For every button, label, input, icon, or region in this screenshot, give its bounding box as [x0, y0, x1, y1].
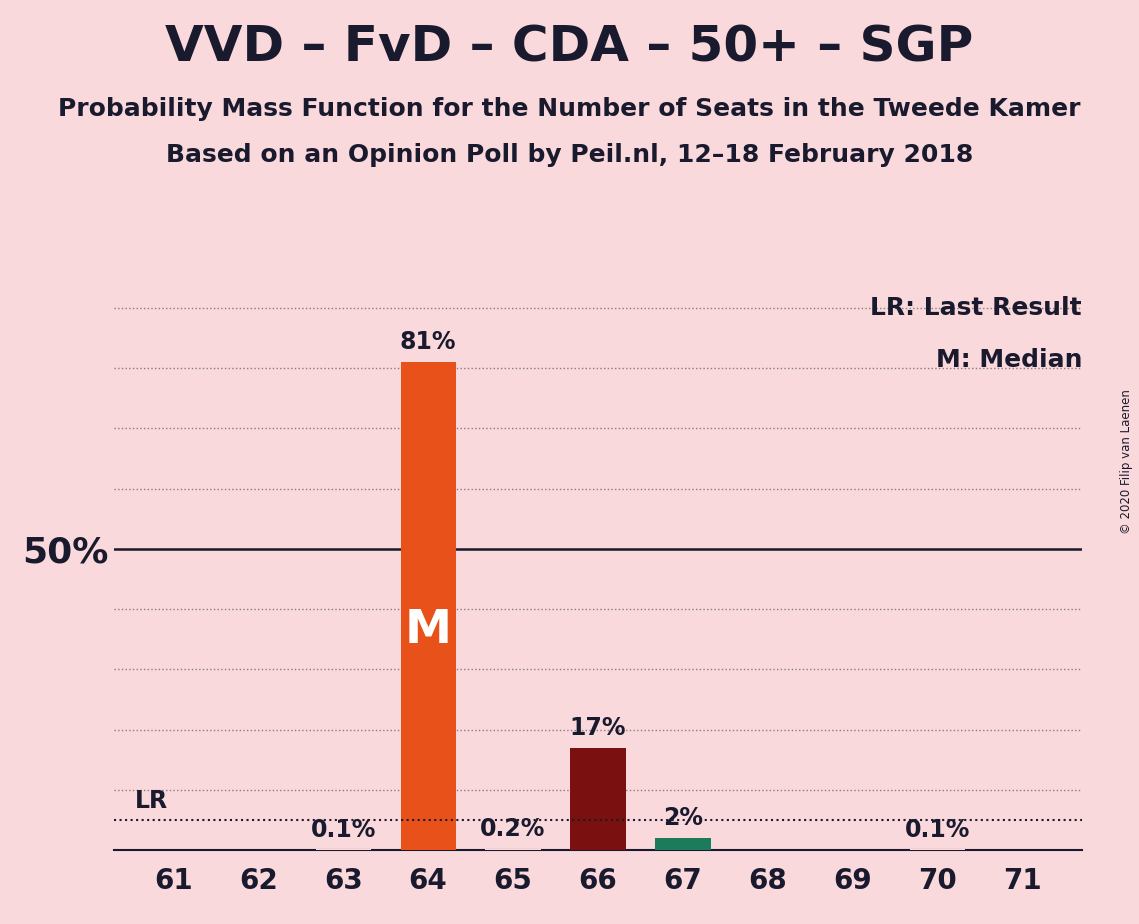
- Bar: [571, 748, 625, 850]
- Text: LR: Last Result: LR: Last Result: [870, 296, 1082, 320]
- Text: © 2020 Filip van Laenen: © 2020 Filip van Laenen: [1121, 390, 1133, 534]
- Bar: [655, 838, 711, 850]
- Text: Probability Mass Function for the Number of Seats in the Tweede Kamer: Probability Mass Function for the Number…: [58, 97, 1081, 121]
- Text: LR: LR: [136, 789, 169, 813]
- Text: 0.1%: 0.1%: [311, 818, 376, 842]
- Text: 81%: 81%: [400, 330, 457, 354]
- Text: 2%: 2%: [663, 807, 703, 830]
- Text: M: Median: M: Median: [935, 348, 1082, 372]
- Text: VVD – FvD – CDA – 50+ – SGP: VVD – FvD – CDA – 50+ – SGP: [165, 23, 974, 71]
- Text: 17%: 17%: [570, 716, 626, 740]
- Text: Based on an Opinion Poll by Peil.nl, 12–18 February 2018: Based on an Opinion Poll by Peil.nl, 12–…: [166, 143, 973, 167]
- Bar: [485, 849, 541, 850]
- Text: M: M: [404, 608, 452, 653]
- Bar: [401, 362, 456, 850]
- Text: 0.2%: 0.2%: [481, 817, 546, 841]
- Text: 0.1%: 0.1%: [906, 818, 970, 842]
